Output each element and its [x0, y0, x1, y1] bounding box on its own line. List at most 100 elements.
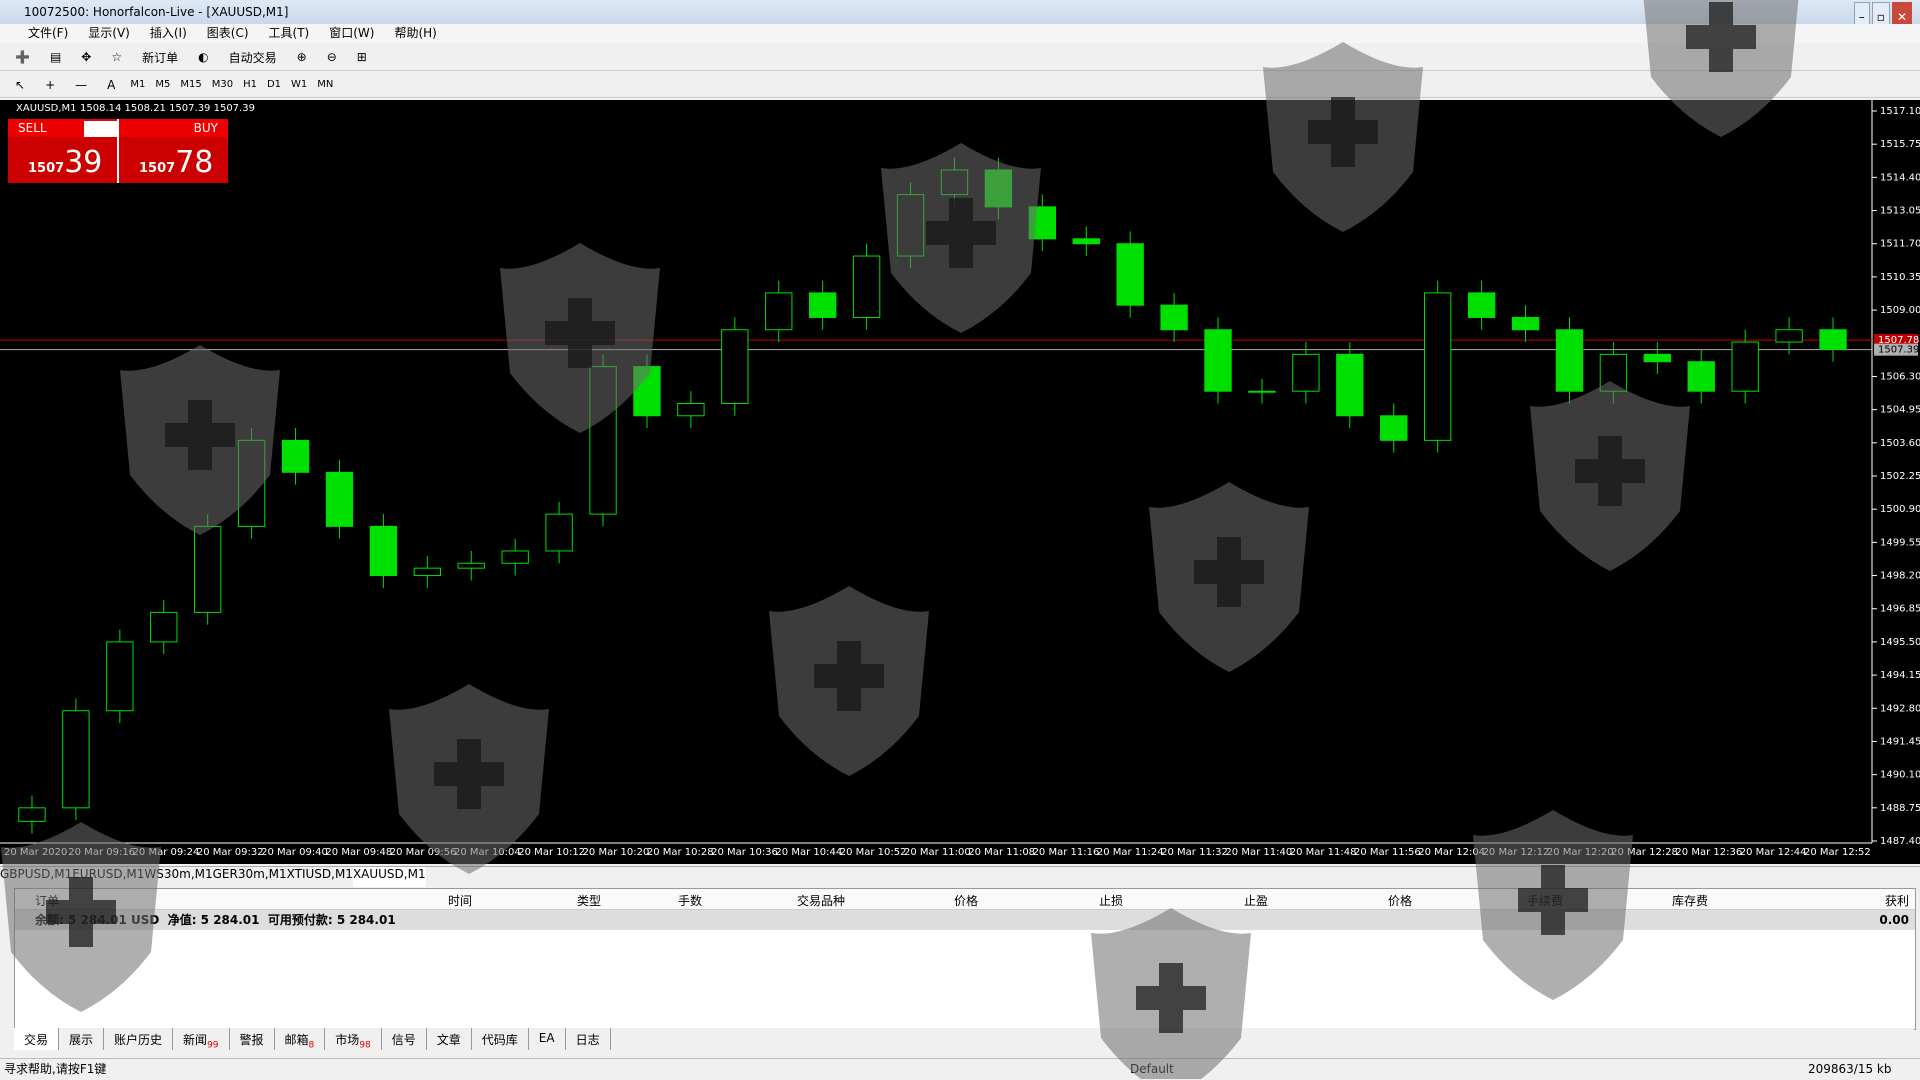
tool-icon[interactable]: ➕ — [15, 50, 30, 64]
window-title: 10072500: Honorfalcon-Live - [XAUUSD,M1] — [24, 5, 289, 19]
terminal-tab[interactable]: 新闻99 — [173, 1028, 230, 1051]
x-tick-label: 20 Mar 10:36 — [711, 847, 778, 858]
terminal-tab[interactable]: EA — [528, 1028, 566, 1050]
candle-body — [1599, 353, 1628, 392]
terminal-tab[interactable]: 交易 — [14, 1028, 60, 1050]
period-button[interactable]: M1 — [130, 79, 146, 90]
period-button[interactable]: M30 — [211, 79, 234, 90]
candle-body — [1380, 415, 1408, 441]
terminal-tab[interactable]: 市场98 — [325, 1028, 382, 1050]
column-header[interactable]: 类型 — [577, 894, 602, 908]
y-tick-label: 1504.95 — [1880, 405, 1920, 416]
tab-label: 日志 — [575, 1033, 600, 1047]
period-button[interactable]: D1 — [266, 79, 282, 90]
column-header[interactable]: 价格 — [954, 894, 979, 908]
tool-icon[interactable]: ▤ — [49, 50, 62, 64]
crosshair-tool[interactable]: + — [45, 77, 56, 92]
line-tool[interactable]: — — [75, 77, 88, 92]
cursor-tool[interactable]: ↖ — [15, 77, 26, 92]
x-tick-label: 20 Mar 12:12 — [1483, 847, 1550, 858]
profit: 0.00 — [1879, 913, 1909, 927]
column-header[interactable]: 获利 — [1884, 894, 1909, 908]
column-header[interactable]: 手数 — [678, 894, 703, 908]
terminal-tab[interactable]: 日志 — [565, 1028, 611, 1050]
terminal-tab[interactable]: 信号 — [381, 1028, 427, 1050]
candle-body — [633, 366, 661, 417]
candle-body — [1248, 390, 1276, 393]
chart-tab[interactable]: GBPUSD,M1 — [0, 867, 73, 881]
price-label: 1507.78 — [1878, 335, 1919, 346]
y-tick-label: 1502.25 — [1880, 471, 1920, 482]
menu-item[interactable]: 插入(I) — [149, 26, 187, 40]
tab-label: 展示 — [69, 1033, 94, 1047]
chart-tab[interactable]: GER30m,M1 — [212, 867, 287, 881]
new-order[interactable]: 新订单 — [142, 50, 179, 65]
period-button[interactable]: MN — [317, 79, 334, 90]
status-traffic: 209863/15 kb — [1808, 1062, 1892, 1076]
menu-item[interactable]: 文件(F) — [28, 26, 69, 40]
text-tool[interactable]: A — [107, 77, 116, 92]
candle-body — [1555, 329, 1584, 392]
terminal-tab[interactable]: 邮箱8 — [274, 1028, 326, 1050]
status-bar: 寻求帮助,请按F1键 Default 209863/15 kb — [0, 1058, 1920, 1080]
column-header[interactable]: 订单 — [35, 894, 60, 908]
terminal-tab[interactable]: 文章 — [426, 1028, 472, 1050]
terminal-tab[interactable]: 展示 — [59, 1028, 105, 1050]
terminal-tab[interactable]: 代码库 — [471, 1028, 529, 1050]
tab-label: 警报 — [239, 1033, 264, 1047]
x-tick-label: 20 Mar 2020 — [4, 847, 67, 858]
period-button[interactable]: H1 — [243, 79, 257, 90]
period-button[interactable]: M15 — [180, 79, 202, 90]
chart-tab[interactable]: XTIUSD,M1 — [286, 867, 353, 881]
tool-icon[interactable]: ◐ — [198, 50, 209, 64]
chart-tab[interactable]: WS30m,M1 — [144, 867, 213, 881]
column-header[interactable]: 时间 — [448, 894, 473, 908]
chart-title: XAUUSD,M1 — [16, 103, 77, 114]
column-header[interactable]: 价格 — [1388, 894, 1413, 908]
candle-body — [940, 169, 969, 196]
tool-icon[interactable]: ✥ — [81, 50, 92, 64]
y-tick-label: 1496.85 — [1880, 604, 1920, 615]
terminal-header: 订单 时间 类型 手数 交易品种 价格 止损 止盈 价格 手续费 库存费 获利 — [15, 889, 1915, 910]
y-tick-label: 1494.15 — [1880, 670, 1920, 681]
column-header[interactable]: 库存费 — [1672, 894, 1709, 908]
menu-item[interactable]: 显示(V) — [88, 26, 130, 40]
tool-icon[interactable]: ⊞ — [356, 50, 367, 64]
price-label: 1507.39 — [1878, 345, 1919, 356]
tab-badge: 99 — [207, 1040, 219, 1051]
menu-item[interactable]: 工具(T) — [268, 26, 310, 40]
terminal-tab[interactable]: 账户历史 — [104, 1028, 174, 1050]
auto-trading[interactable]: 自动交易 — [228, 50, 277, 65]
column-header[interactable]: 止盈 — [1244, 894, 1269, 908]
candle-body — [106, 641, 134, 712]
menu-item[interactable]: 帮助(H) — [394, 26, 437, 40]
column-header[interactable]: 止损 — [1099, 894, 1124, 908]
menu-item[interactable]: 图表(C) — [206, 26, 249, 40]
candle-body — [413, 567, 441, 577]
candle-body — [852, 255, 881, 318]
period-button[interactable]: W1 — [291, 79, 308, 90]
tool-icon[interactable]: ☆ — [111, 50, 123, 64]
y-tick-label: 1498.20 — [1880, 571, 1920, 582]
column-header[interactable]: 交易品种 — [797, 894, 846, 908]
tool-icon[interactable]: ⊖ — [326, 50, 337, 64]
terminal-tab[interactable]: 警报 — [229, 1028, 275, 1050]
period-button[interactable]: M5 — [155, 79, 171, 90]
tool-icon[interactable]: ⊕ — [296, 50, 307, 64]
buy-button[interactable]: BUY — [119, 119, 228, 137]
y-tick-label: 1492.80 — [1880, 703, 1920, 714]
y-tick-label: 1499.55 — [1880, 537, 1920, 548]
x-tick-label: 20 Mar 10:44 — [775, 847, 842, 858]
candle-body — [194, 525, 222, 613]
bid-big: 1507 — [28, 161, 65, 176]
chart-tab[interactable]: XAUUSD,M1 — [352, 867, 426, 887]
buy-panel[interactable]: BUY 150778 — [119, 119, 228, 183]
y-tick-label: 1487.40 — [1880, 836, 1920, 847]
price-label-bg — [1874, 334, 1918, 347]
candle-body — [896, 194, 925, 257]
column-header[interactable]: 手续费 — [1527, 894, 1564, 908]
x-tick-label: 20 Mar 11:24 — [1097, 847, 1164, 858]
y-tick-label: 1500.90 — [1880, 504, 1920, 515]
chart-tab[interactable]: EURUSD,M1 — [72, 867, 145, 881]
menu-item[interactable]: 窗口(W) — [329, 26, 375, 40]
